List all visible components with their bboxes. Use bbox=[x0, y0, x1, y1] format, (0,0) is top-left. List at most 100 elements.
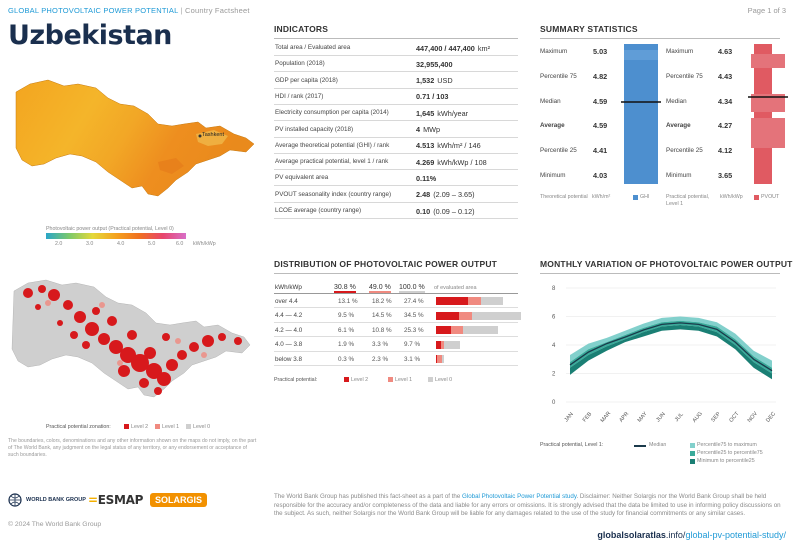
indicator-value: 0.10 (0.09 – 0.12) bbox=[416, 206, 475, 216]
indicator-row: Average theoretical potential (GHI) / ra… bbox=[274, 138, 518, 154]
level1-swatch bbox=[388, 377, 393, 382]
x-tick-label: AUG bbox=[692, 411, 704, 424]
stat-value: 3.65 bbox=[718, 171, 733, 180]
scale-tick: 5.0 bbox=[148, 241, 156, 247]
median-line bbox=[569, 322, 773, 372]
stat-value: 4.59 bbox=[593, 97, 608, 106]
indicator-label: Electricity consumption per capita (2014… bbox=[275, 109, 389, 117]
indicator-row: Total area / Evaluated area 447,400 / 447… bbox=[274, 40, 518, 56]
scale-tick: 4.0 bbox=[117, 241, 125, 247]
zonation-legend-label: Level 0 bbox=[193, 424, 211, 430]
level0-swatch bbox=[428, 377, 433, 382]
solargis-logo: SOLARGIS bbox=[150, 493, 208, 507]
ghi-boxplot bbox=[621, 44, 661, 184]
zonation-legend-label: Level 2 bbox=[131, 424, 149, 430]
indicator-value: 0.11% bbox=[416, 173, 437, 183]
stat-label: Maximum bbox=[540, 48, 568, 55]
dist-l0: 34.5 % bbox=[404, 312, 424, 319]
scale-tick: 2.0 bbox=[55, 241, 63, 247]
y-tick-label: 8 bbox=[552, 286, 556, 292]
footer-url[interactable]: globalsolaratlas.info/global-pv-potentia… bbox=[597, 530, 786, 540]
dist-label: over 4.4 bbox=[275, 297, 298, 305]
indicator-value: 4.269 kWh/kWp / 108 bbox=[416, 157, 487, 167]
stat-value: 4.27 bbox=[718, 121, 733, 130]
dist-bar-v2 bbox=[436, 340, 441, 349]
indicator-label: PV equivalent area bbox=[275, 174, 329, 182]
indicator-label: GDP per capita (2018) bbox=[275, 76, 338, 84]
stat-label: Average bbox=[540, 122, 565, 129]
factsheet-subtitle: Country Factsheet bbox=[184, 6, 250, 15]
city-dot bbox=[198, 134, 202, 138]
monthly-legend-title: Practical potential, Level 1: bbox=[540, 442, 604, 448]
x-tick-label: NOV bbox=[747, 411, 759, 424]
dist-total-l0: 100.0 % bbox=[399, 283, 425, 293]
country-shape bbox=[15, 79, 255, 197]
stat-label: Percentile 25 bbox=[540, 147, 577, 154]
x-tick-label: MAR bbox=[600, 411, 612, 424]
dist-label: 4.4 — 4.2 bbox=[275, 312, 303, 319]
indicator-label: Population (2018) bbox=[275, 60, 325, 68]
indicator-value: 0.71 / 103 bbox=[416, 92, 449, 102]
indicator-label: HDI / rank (2017) bbox=[275, 92, 324, 100]
x-tick-label: JAN bbox=[564, 411, 575, 423]
stat-value: 4.82 bbox=[593, 72, 608, 81]
indicator-row: PV installed capacity (2018) 4 MWp bbox=[274, 122, 518, 138]
x-tick-label: JUN bbox=[655, 411, 666, 423]
stat-value: 4.59 bbox=[593, 121, 608, 130]
indicator-label: Average theoretical potential (GHI) / ra… bbox=[275, 141, 390, 149]
band-min-p25 bbox=[570, 325, 772, 380]
indicator-label: LCOE average (country range) bbox=[275, 207, 362, 214]
factsheet-title: GLOBAL PHOTOVOLTAIC POWER POTENTIAL | Co… bbox=[8, 6, 250, 15]
pvout-legend-name: PVOUT bbox=[761, 194, 780, 200]
city-label: Tashkent bbox=[202, 132, 224, 138]
stat-label: Maximum bbox=[666, 48, 694, 55]
distribution-row: over 4.4 13.1 % 18.2 % 27.4 % bbox=[274, 294, 518, 308]
dist-bar-v1 bbox=[436, 355, 442, 363]
ghi-legend-label: Theoretical potential bbox=[540, 194, 588, 200]
ghi-legend-unit: kWh/m² bbox=[592, 194, 611, 200]
min25-swatch bbox=[690, 459, 695, 464]
dist-bar-v0 bbox=[436, 326, 499, 334]
copyright: © 2024 The World Bank Group bbox=[8, 521, 102, 528]
band-p25-p75 bbox=[570, 320, 772, 374]
stat-value: 4.63 bbox=[718, 47, 733, 56]
scale-tick: 6.0 bbox=[176, 241, 184, 247]
divider bbox=[274, 38, 518, 39]
dist-legend-label: Level 1 bbox=[395, 377, 413, 383]
distribution-row: below 3.8 0.3 % 2.3 % 3.1 % bbox=[274, 352, 518, 366]
dist-label: 4.0 — 3.8 bbox=[275, 341, 303, 348]
monthly-title: MONTHLY VARIATION OF PHOTOVOLTAIC POWER … bbox=[540, 259, 793, 269]
stat-label: Median bbox=[540, 98, 561, 105]
level1-swatch bbox=[155, 424, 160, 429]
country-name: Uzbekistan bbox=[8, 20, 172, 51]
y-tick-label: 2 bbox=[552, 372, 556, 378]
scale-tick: 3.0 bbox=[86, 241, 94, 247]
distribution-row: 4.0 — 3.8 1.9 % 3.3 % 9.7 % bbox=[274, 338, 518, 352]
dist-l2: 6.1 % bbox=[338, 326, 355, 334]
indicator-row: Population (2018) 32,955,400 bbox=[274, 56, 518, 73]
x-tick-label: OCT bbox=[728, 410, 740, 423]
p75max-label: Percentile75 to maximum bbox=[697, 442, 757, 448]
wb-logo-text: WORLD BANK GROUP bbox=[26, 497, 86, 503]
footer-disclaimer: The World Bank Group has published this … bbox=[274, 493, 781, 518]
distribution-row: 4.2 — 4.0 6.1 % 10.8 % 25.3 % bbox=[274, 323, 518, 337]
zonation-legend-title: Practical potential zonation: bbox=[46, 424, 111, 430]
pvout-legend-label: Practical potential, Level 1 bbox=[666, 194, 710, 207]
indicator-row: Average practical potential, level 1 / r… bbox=[274, 154, 518, 171]
stat-label: Minimum bbox=[666, 172, 692, 179]
stat-value: 4.12 bbox=[718, 146, 733, 155]
dist-l1: 2.3 % bbox=[372, 355, 389, 363]
dist-l1: 3.3 % bbox=[372, 341, 389, 348]
dist-unit: kWh/kWp bbox=[275, 283, 302, 291]
indicator-row: PVOUT seasonality index (country range) 2… bbox=[274, 187, 518, 203]
study-link[interactable]: Global Photovoltaic Power Potential stud… bbox=[462, 493, 577, 500]
divider bbox=[540, 273, 780, 274]
x-tick-label: SEP bbox=[710, 411, 722, 424]
min25-label: Minimum to percentile25 bbox=[697, 458, 755, 464]
indicator-label: PV installed capacity (2018) bbox=[275, 125, 354, 133]
stat-value: 4.34 bbox=[718, 97, 733, 106]
level2-zones bbox=[23, 285, 242, 395]
monthly-chart: 0 2 4 6 8 JAN FEB MAR APR MAY JUN JUL AUG SEP OCT NOV DE… bbox=[552, 286, 777, 424]
dist-legend-title: Practical potential: bbox=[274, 377, 318, 383]
dist-header-suffix: of evaluated area bbox=[434, 284, 477, 291]
